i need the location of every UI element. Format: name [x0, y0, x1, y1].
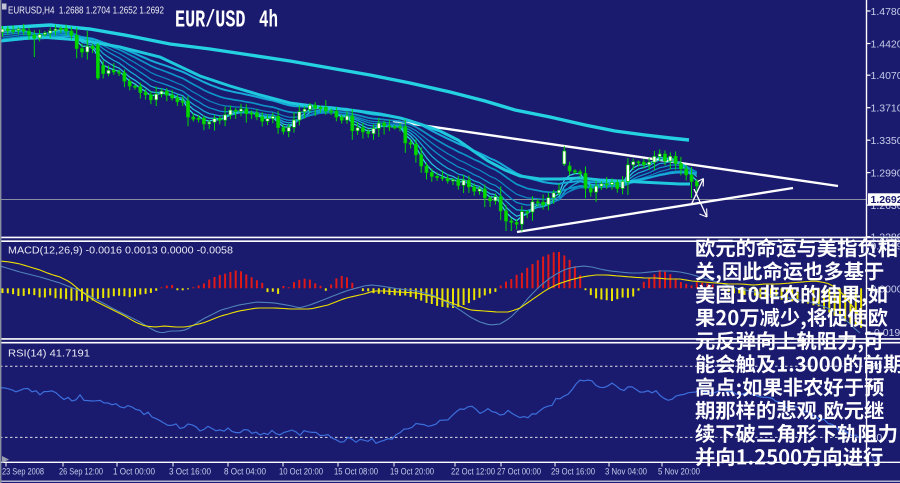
- svg-text:3 Oct 16:00: 3 Oct 16:00: [169, 467, 211, 478]
- svg-text:19 Oct 20:00: 19 Oct 20:00: [390, 467, 434, 478]
- svg-text:3 Nov 04:00: 3 Nov 04:00: [605, 467, 647, 478]
- svg-text:10 Oct 20:00: 10 Oct 20:00: [279, 467, 323, 478]
- svg-text:1.3710: 1.3710: [871, 103, 900, 115]
- svg-text:MACD(12,26,9) -0.0016 0.0013 0: MACD(12,26,9) -0.0016 0.0013 0.0000 -0.0…: [8, 244, 233, 256]
- svg-text:1.3350: 1.3350: [871, 135, 900, 147]
- svg-text:1.4420: 1.4420: [871, 38, 900, 50]
- svg-text:29 Oct 16:00: 29 Oct 16:00: [551, 467, 595, 478]
- svg-text:30: 30: [871, 432, 883, 444]
- svg-text:15 Oct 08:00: 15 Oct 08:00: [334, 467, 378, 478]
- svg-text:26 Sep 12:00: 26 Sep 12:00: [59, 467, 103, 478]
- svg-text:22 Oct 12:00: 22 Oct 12:00: [451, 467, 495, 478]
- svg-text:EURUSD,H4 1.2688 1.2704 1.265: EURUSD,H4 1.2688 1.2704 1.2652 1.2692: [8, 5, 164, 17]
- svg-text:-0.0199: -0.0199: [871, 327, 900, 339]
- svg-text:8 Oct 04:00: 8 Oct 04:00: [224, 467, 266, 478]
- svg-text:1.2990: 1.2990: [871, 167, 900, 179]
- svg-text:5 Nov 20:00: 5 Nov 20:00: [658, 467, 700, 478]
- svg-text:4h: 4h: [259, 8, 278, 35]
- svg-text:23 Sep 2008: 23 Sep 2008: [2, 467, 44, 478]
- svg-text:1.2692: 1.2692: [871, 194, 900, 206]
- svg-text:1.4070: 1.4070: [871, 70, 900, 82]
- svg-text:EUR/USD: EUR/USD: [175, 8, 246, 35]
- svg-text:RSI(14) 41.7191: RSI(14) 41.7191: [8, 348, 90, 360]
- svg-text:0: 0: [872, 452, 878, 464]
- svg-text:1.4780: 1.4780: [871, 6, 900, 18]
- svg-text:27 Oct 00:00: 27 Oct 00:00: [497, 467, 541, 478]
- svg-text:1 Oct 00:00: 1 Oct 00:00: [113, 467, 155, 478]
